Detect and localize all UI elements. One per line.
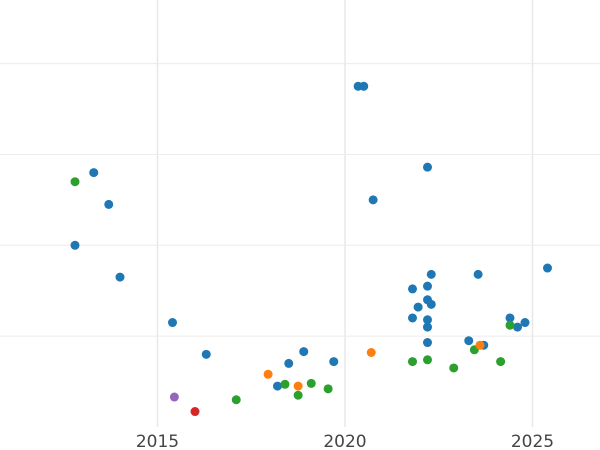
data-point-green xyxy=(231,395,241,405)
data-point-green xyxy=(449,363,459,373)
data-point-green xyxy=(408,357,417,367)
data-point-blue xyxy=(168,318,177,328)
data-point-blue xyxy=(299,347,309,357)
data-point-blue xyxy=(329,357,339,367)
data-point-green xyxy=(280,379,290,389)
data-point-blue xyxy=(408,284,417,294)
data-points xyxy=(70,81,552,417)
x-axis-tick-labels: 2015 2020 2025 xyxy=(136,432,554,450)
data-point-blue xyxy=(89,168,99,178)
data-point-blue xyxy=(473,269,483,279)
data-point-blue xyxy=(70,240,80,250)
data-point-orange xyxy=(475,340,485,350)
data-point-green xyxy=(505,320,515,330)
data-point-blue xyxy=(423,162,432,172)
data-point-blue xyxy=(273,381,282,391)
gridlines xyxy=(0,0,600,427)
x-tick-label-0: 2015 xyxy=(136,432,179,450)
x-tick-label-1: 2020 xyxy=(323,432,366,450)
data-point-blue xyxy=(408,313,417,323)
data-point-blue xyxy=(423,281,432,291)
data-point-blue xyxy=(426,269,436,279)
data-point-green xyxy=(306,378,316,388)
data-point-orange xyxy=(293,381,303,391)
data-point-red xyxy=(190,407,200,417)
x-tick-label-2: 2025 xyxy=(511,432,554,450)
data-point-blue xyxy=(464,336,474,346)
data-point-orange xyxy=(366,348,376,358)
data-point-blue xyxy=(513,322,522,332)
data-point-blue xyxy=(368,195,378,205)
data-point-blue xyxy=(520,318,530,328)
data-point-blue xyxy=(426,299,436,309)
data-point-blue xyxy=(505,313,515,323)
data-point-blue xyxy=(423,315,432,325)
data-point-orange xyxy=(263,369,273,379)
data-point-blue xyxy=(201,349,211,359)
data-point-green xyxy=(70,177,80,187)
data-point-blue xyxy=(413,302,423,312)
data-point-green xyxy=(423,355,432,365)
data-point-blue xyxy=(423,322,432,332)
data-point-green xyxy=(496,357,506,367)
data-point-green xyxy=(293,390,303,400)
data-point-green xyxy=(323,384,333,394)
data-point-blue xyxy=(115,272,125,282)
data-point-blue xyxy=(104,199,114,209)
data-point-blue xyxy=(423,338,432,348)
data-point-blue xyxy=(359,81,369,91)
data-point-blue xyxy=(284,358,294,368)
data-point-blue xyxy=(543,263,552,273)
data-point-purple xyxy=(169,392,179,402)
